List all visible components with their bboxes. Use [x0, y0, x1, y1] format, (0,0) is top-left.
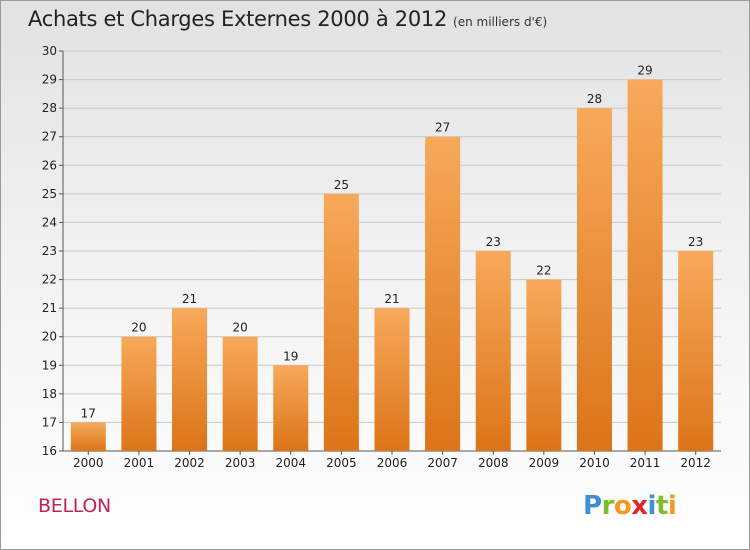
bar-value-label: 29 [637, 64, 652, 78]
logo-letter: x [631, 491, 648, 521]
bar [576, 108, 612, 452]
y-tick-label: 23 [42, 244, 57, 258]
logo-letter: t [655, 491, 668, 521]
bar [425, 136, 461, 451]
x-tick-label: 2008 [478, 456, 509, 470]
bar-value-label: 23 [486, 235, 501, 249]
bar [323, 193, 359, 451]
bar [374, 308, 410, 451]
bar-value-label: 20 [233, 321, 248, 335]
y-tick-label: 17 [42, 415, 57, 429]
y-tick-label: 28 [42, 101, 57, 115]
title-text: Achats et Charges Externes 2000 à 2012 [28, 7, 448, 31]
bar-value-label: 21 [384, 292, 399, 306]
proxiti-logo: Proxiti [583, 491, 677, 521]
bars [70, 79, 714, 452]
bar [526, 279, 562, 451]
logo-letter: P [583, 491, 602, 521]
x-tick-label: 2012 [680, 456, 711, 470]
x-tick-label: 2010 [579, 456, 610, 470]
unit-label: (en milliers d'€) [453, 15, 548, 29]
x-tick-label: 2011 [630, 456, 661, 470]
x-tick-label: 2005 [326, 456, 357, 470]
x-tick-label: 2003 [225, 456, 256, 470]
bar-value-label: 17 [81, 406, 96, 420]
bar [70, 422, 106, 451]
bar [121, 336, 157, 451]
commune-name: BELLON [38, 495, 111, 517]
labels: 16 17 18 19 20 21 22 23 24 25 26 27 28 29 30 17 2000 20 20… [42, 44, 711, 470]
x-tick-label: 2006 [377, 456, 408, 470]
bar-value-label: 27 [435, 121, 450, 135]
x-tick-label: 2007 [427, 456, 458, 470]
y-tick-label: 25 [42, 187, 57, 201]
y-tick-label: 26 [42, 158, 57, 172]
bar [273, 365, 309, 451]
y-tick-label: 20 [42, 330, 57, 344]
logo-letter: i [667, 491, 677, 521]
y-tick-label: 18 [42, 387, 57, 401]
bar-value-label: 20 [131, 321, 146, 335]
x-tick-label: 2000 [73, 456, 104, 470]
logo-letter: o [613, 491, 632, 521]
x-tick-label: 2001 [124, 456, 155, 470]
x-tick-label: 2004 [275, 456, 306, 470]
bar [172, 308, 208, 451]
bar-value-label: 21 [182, 292, 197, 306]
chart-title: Achats et Charges Externes 2000 à 2012 (e… [28, 7, 547, 31]
y-tick-label: 16 [42, 444, 57, 458]
bar-value-label: 19 [283, 349, 298, 363]
y-tick-label: 27 [42, 130, 57, 144]
bar [475, 251, 511, 451]
y-tick-label: 29 [42, 73, 57, 87]
bar [222, 336, 258, 451]
y-tick-label: 19 [42, 358, 57, 372]
y-tick-label: 21 [42, 301, 57, 315]
logo-letter: r [601, 491, 615, 521]
x-tick-label: 2009 [529, 456, 560, 470]
y-tick-label: 22 [42, 273, 57, 287]
bar-value-label: 28 [587, 92, 602, 106]
x-tick-label: 2002 [174, 456, 205, 470]
bar-value-label: 22 [536, 264, 551, 278]
bar-value-label: 23 [688, 235, 703, 249]
y-tick-label: 30 [42, 44, 57, 58]
y-tick-label: 24 [42, 215, 57, 229]
logo-letter: i [647, 491, 657, 521]
bar-value-label: 25 [334, 178, 349, 192]
bar [627, 79, 663, 452]
bar [678, 251, 714, 451]
